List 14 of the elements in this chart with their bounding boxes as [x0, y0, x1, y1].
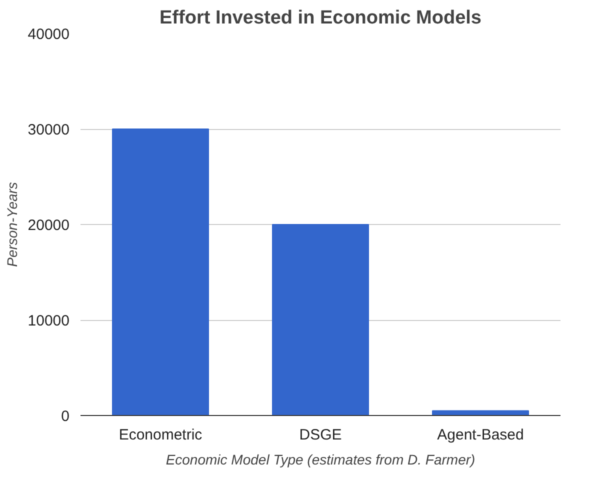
y-tick-label: 30000 — [28, 122, 70, 138]
x-tick-label: DSGE — [299, 426, 342, 444]
y-axis-title: Person-Years — [4, 182, 20, 267]
x-axis-title: Economic Model Type (estimates from D. Farmer) — [166, 452, 476, 468]
chart-title: Effort Invested in Economic Models — [160, 8, 482, 28]
y-tick-label: 10000 — [28, 312, 70, 330]
y-tick-label: 40000 — [28, 26, 70, 43]
x-tick-label: Agent-Based — [437, 426, 524, 444]
bar — [432, 410, 529, 416]
bar — [112, 128, 209, 416]
y-tick-label: 0 — [61, 408, 70, 425]
bar — [272, 224, 369, 416]
y-tick-label: 20000 — [28, 217, 70, 234]
x-tick-label: Econometric — [118, 426, 203, 444]
